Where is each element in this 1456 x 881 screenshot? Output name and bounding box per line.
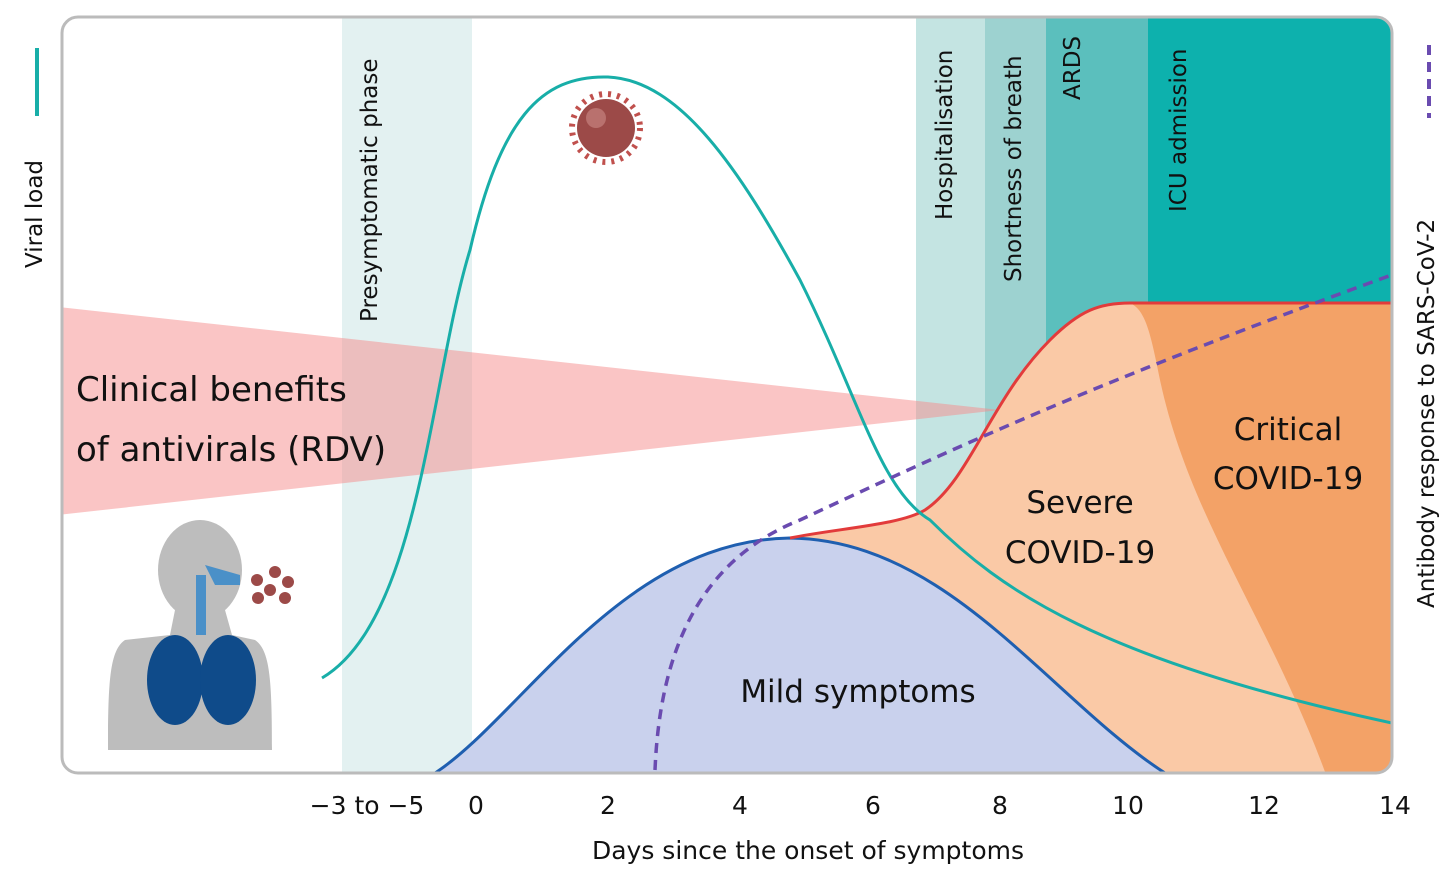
person-icon: [108, 520, 294, 750]
severity-line: [789, 301, 1392, 540]
phase-label: Presymptomatic phase: [357, 58, 383, 322]
x-tick-label: 6: [865, 791, 881, 820]
x-tick-label: 2: [600, 791, 616, 820]
x-tick-label: 0: [468, 791, 484, 820]
phase-label: Shortness of breath: [1001, 55, 1027, 282]
y-right-label: Antibody response to SARS-CoV-2: [1414, 219, 1440, 608]
y-left-label: Viral load: [22, 160, 48, 268]
critical-label: Critical: [1234, 412, 1342, 448]
antibody-curve: [653, 270, 1392, 771]
x-tick-label: 12: [1248, 791, 1280, 820]
critical-area: [1130, 303, 1392, 773]
virus-icon: [569, 91, 643, 165]
phase-label: ICU admission: [1166, 49, 1192, 212]
plot-area: [62, 17, 1392, 773]
callout-line: Clinical benefits: [76, 370, 347, 410]
x-axis: −3 to −5 0 2 4 6 8 10 12 14: [310, 791, 1411, 820]
critical-label: COVID-19: [1213, 461, 1363, 497]
mild-label: Mild symptoms: [740, 674, 975, 710]
severe-label: Severe: [1026, 485, 1133, 521]
viral-load-curve: [321, 75, 1392, 725]
callout-line: of antivirals (RDV): [76, 430, 386, 470]
benefit-wedge: [62, 307, 1000, 515]
x-tick-label: 14: [1379, 791, 1411, 820]
x-tick-label: 8: [992, 791, 1008, 820]
phase-label: ARDS: [1060, 36, 1086, 100]
x-tick-label: 4: [732, 791, 748, 820]
x-tick-label: 10: [1112, 791, 1144, 820]
x-axis-title: Days since the onset of symptoms: [592, 836, 1024, 865]
plot-frame: [60, 15, 1394, 775]
severe-label: COVID-19: [1005, 535, 1155, 571]
x-tick-label: −3 to −5: [310, 791, 425, 820]
phase-label: Hospitalisation: [932, 50, 958, 220]
